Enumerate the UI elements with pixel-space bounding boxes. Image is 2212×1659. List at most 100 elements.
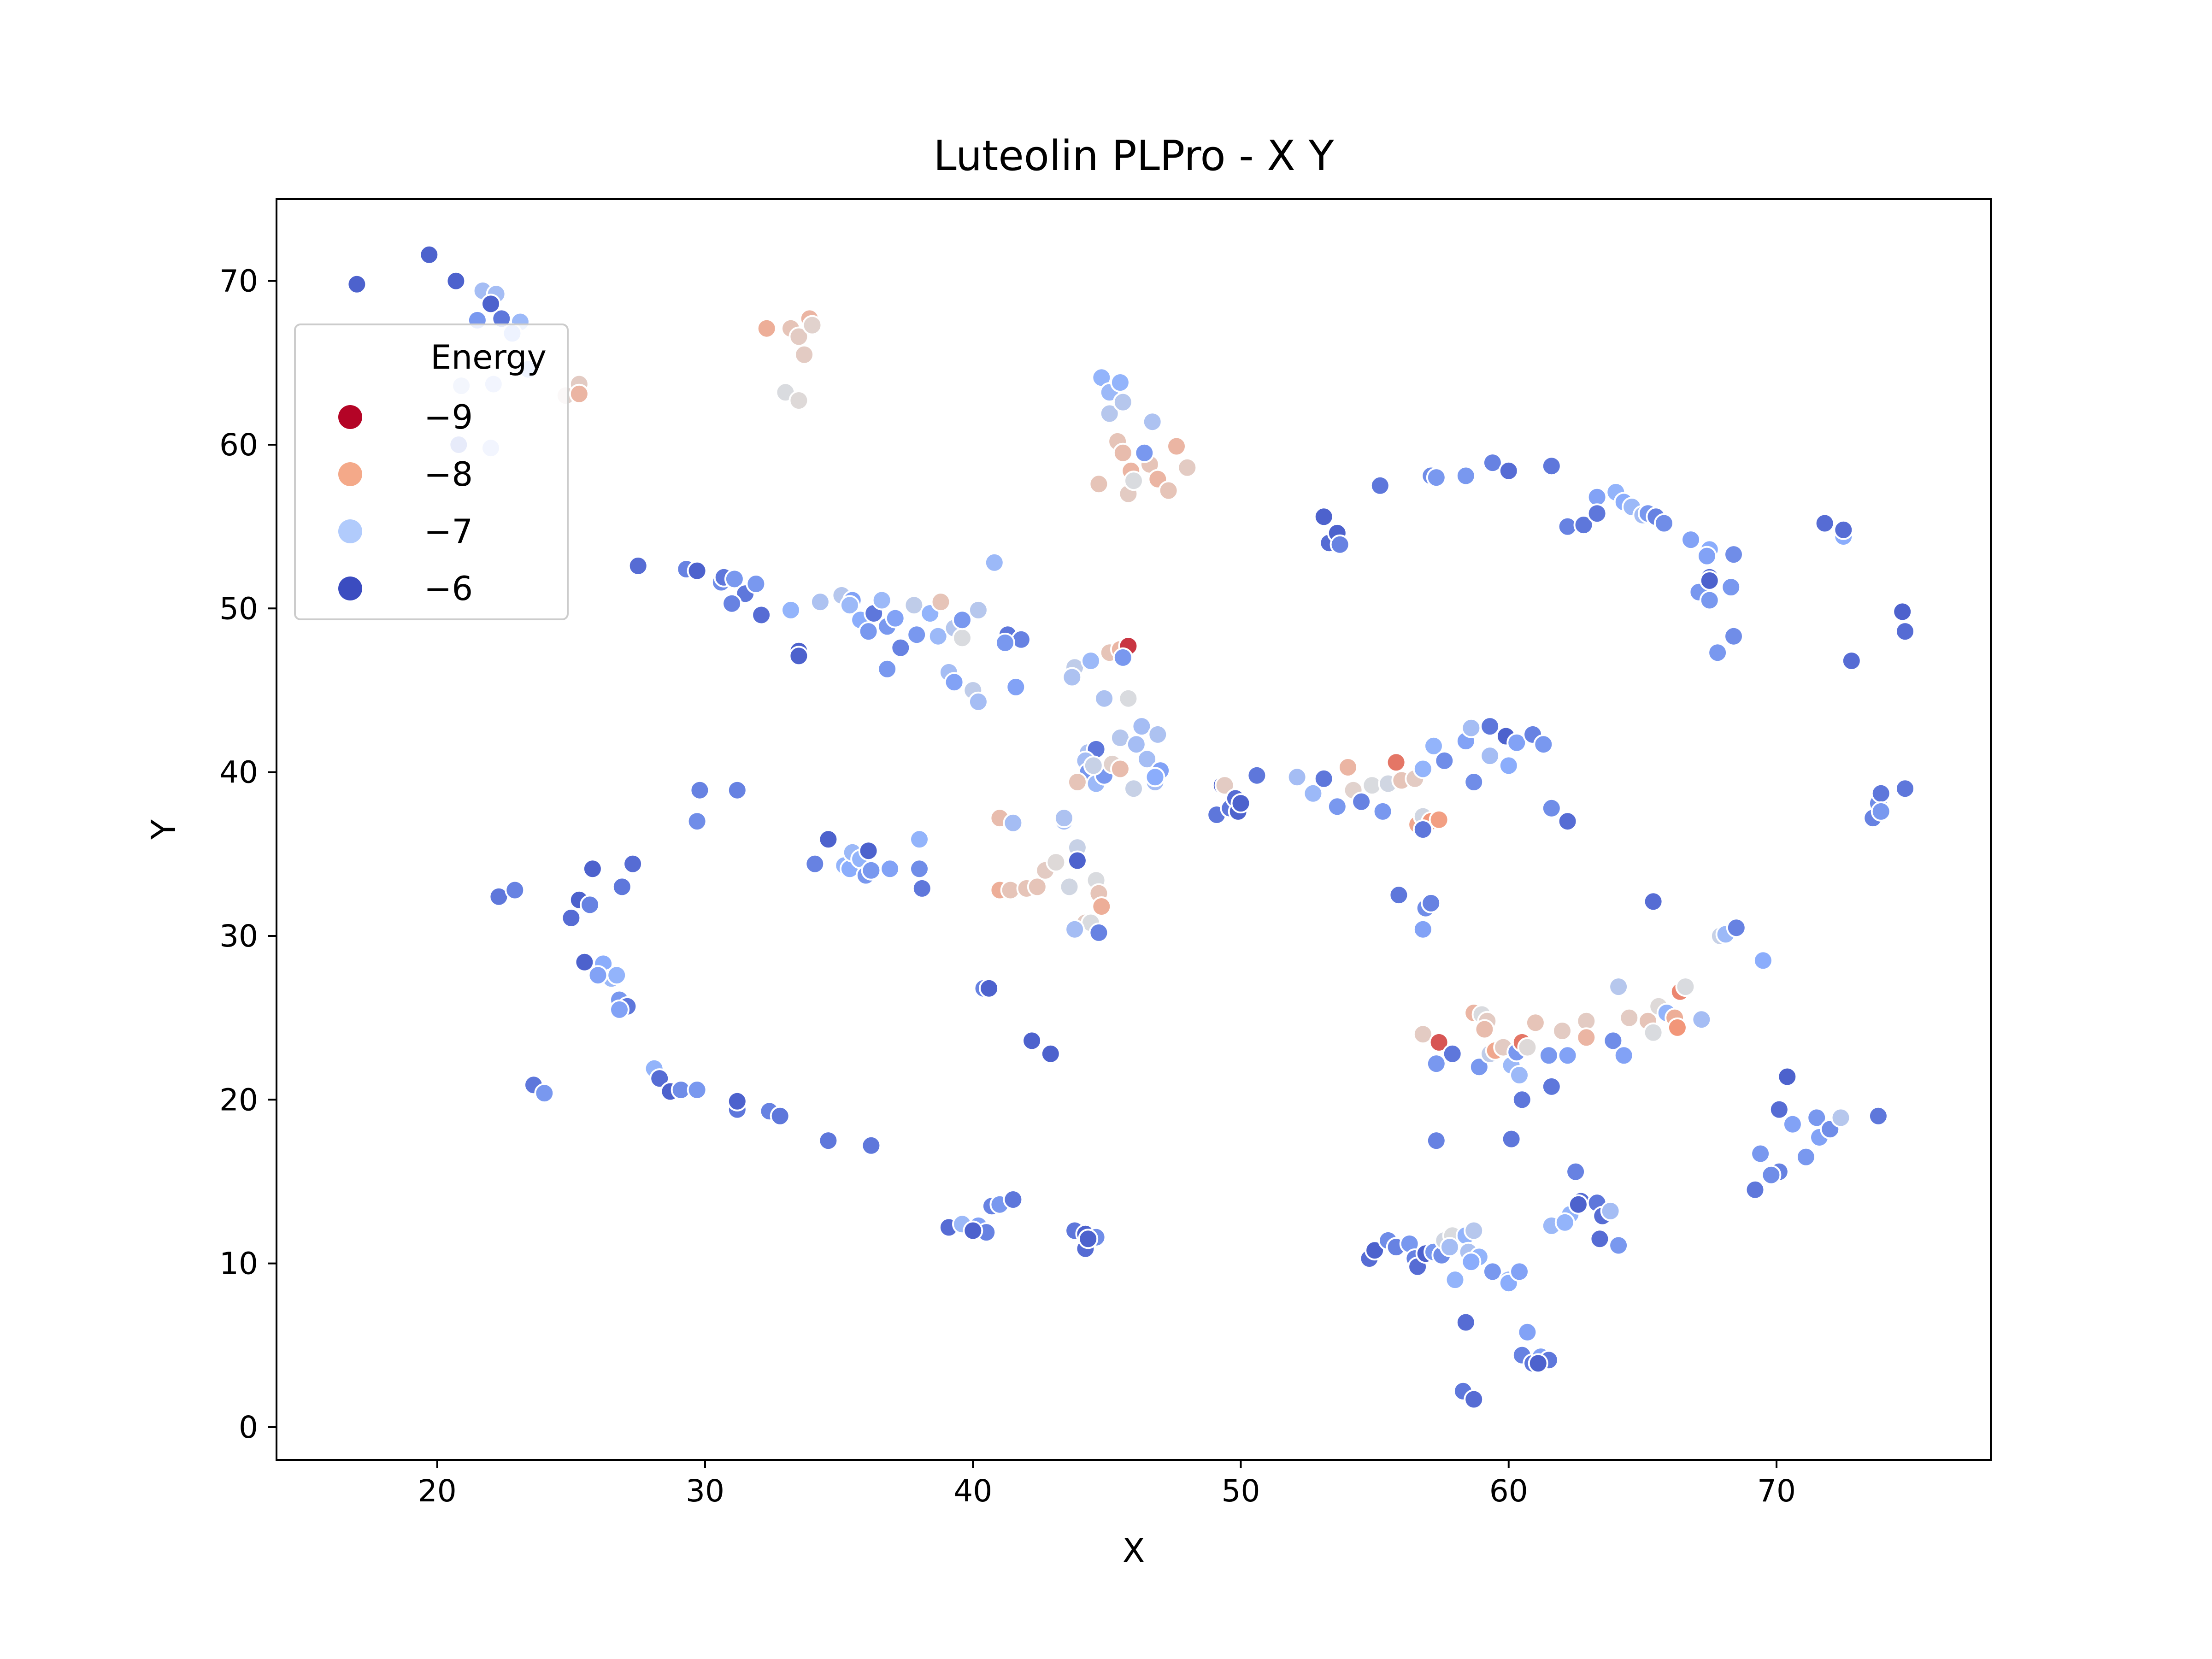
y-tick-label: 10 bbox=[219, 1246, 258, 1282]
data-point bbox=[1081, 651, 1101, 671]
data-point bbox=[1619, 1007, 1640, 1028]
data-point bbox=[1421, 893, 1441, 913]
data-point bbox=[781, 600, 801, 620]
legend: Energy −9 −8 −7 −6 bbox=[294, 324, 569, 620]
data-point bbox=[1480, 716, 1500, 737]
data-point bbox=[1517, 1322, 1538, 1342]
data-point bbox=[1429, 1032, 1449, 1053]
data-point bbox=[1461, 1252, 1482, 1272]
data-point bbox=[1110, 372, 1130, 393]
data-point bbox=[984, 552, 1005, 573]
x-tick-label: 60 bbox=[1489, 1473, 1528, 1509]
data-point bbox=[588, 965, 608, 986]
data-point bbox=[1538, 1045, 1559, 1066]
legend-label: −6 bbox=[424, 569, 473, 608]
data-point bbox=[909, 859, 930, 879]
legend-entries: −9 −8 −7 −6 bbox=[338, 398, 473, 608]
data-point bbox=[885, 608, 906, 629]
data-point bbox=[1608, 977, 1629, 997]
data-point bbox=[1895, 778, 1915, 799]
data-point bbox=[1512, 1089, 1532, 1110]
data-point bbox=[788, 390, 809, 411]
data-point bbox=[1461, 718, 1482, 738]
plot-frame bbox=[276, 198, 1992, 1461]
data-point bbox=[756, 318, 777, 339]
data-point bbox=[906, 624, 927, 645]
data-point bbox=[419, 244, 440, 265]
data-point bbox=[623, 853, 643, 874]
data-point bbox=[1681, 529, 1701, 550]
data-point bbox=[1806, 1107, 1827, 1128]
data-point bbox=[347, 274, 367, 294]
data-point bbox=[1871, 801, 1891, 822]
data-point bbox=[909, 829, 930, 850]
data-point bbox=[1426, 1130, 1447, 1151]
data-point bbox=[1003, 1189, 1024, 1210]
data-point bbox=[1541, 798, 1562, 818]
data-point bbox=[561, 907, 582, 928]
data-point bbox=[928, 626, 948, 647]
data-point bbox=[580, 894, 600, 915]
data-point bbox=[770, 1106, 790, 1126]
data-point bbox=[1445, 1270, 1465, 1290]
data-point bbox=[1124, 471, 1144, 491]
data-point bbox=[858, 841, 879, 861]
data-point bbox=[794, 344, 815, 365]
data-point bbox=[1892, 601, 1913, 622]
data-point bbox=[505, 880, 525, 900]
data-point bbox=[727, 1091, 747, 1112]
data-point bbox=[1750, 1143, 1771, 1164]
data-point bbox=[1065, 919, 1085, 940]
data-point bbox=[1724, 626, 1744, 647]
data-point bbox=[930, 592, 951, 612]
data-point bbox=[1498, 460, 1519, 481]
data-point bbox=[1137, 749, 1158, 770]
x-tick-label: 20 bbox=[418, 1473, 457, 1509]
data-point bbox=[1022, 1030, 1042, 1051]
data-point bbox=[1046, 852, 1066, 873]
data-point bbox=[1587, 503, 1607, 524]
data-point bbox=[1474, 1019, 1495, 1040]
data-point bbox=[858, 621, 879, 642]
data-point bbox=[1412, 759, 1433, 779]
legend-label: −9 bbox=[424, 398, 473, 436]
data-point bbox=[1525, 1012, 1546, 1033]
data-point bbox=[1388, 885, 1409, 906]
data-point bbox=[1412, 919, 1433, 940]
data-point bbox=[1724, 544, 1744, 565]
data-point bbox=[1830, 1107, 1851, 1128]
data-point bbox=[1351, 791, 1372, 812]
data-point bbox=[995, 632, 1015, 653]
data-point bbox=[1142, 412, 1163, 432]
data-point bbox=[1464, 1220, 1484, 1241]
data-point bbox=[1313, 506, 1334, 527]
data-point bbox=[1469, 1057, 1489, 1077]
data-point bbox=[1040, 1043, 1061, 1064]
y-tick-label: 60 bbox=[219, 427, 258, 463]
data-point bbox=[1083, 755, 1104, 776]
data-point bbox=[880, 859, 900, 879]
data-point bbox=[1871, 783, 1891, 804]
data-point bbox=[1600, 1200, 1621, 1221]
chart-title: Luteolin PLPro - X Y bbox=[933, 132, 1334, 180]
data-point bbox=[1338, 757, 1358, 777]
data-point bbox=[1131, 716, 1152, 737]
data-point bbox=[1158, 480, 1179, 501]
data-point bbox=[968, 600, 988, 620]
data-point bbox=[687, 1080, 707, 1100]
data-point bbox=[1134, 442, 1155, 463]
data-point bbox=[569, 383, 589, 404]
data-point bbox=[628, 555, 648, 576]
data-point bbox=[606, 965, 627, 986]
x-tick-label: 70 bbox=[1757, 1473, 1796, 1509]
data-point bbox=[1498, 755, 1519, 776]
data-point bbox=[1541, 456, 1562, 477]
data-point bbox=[904, 595, 924, 616]
x-tick-label: 50 bbox=[1222, 1473, 1260, 1509]
data-point bbox=[1501, 1129, 1522, 1149]
data-point bbox=[1568, 1194, 1588, 1215]
data-point bbox=[1777, 1066, 1798, 1087]
data-point bbox=[1412, 1024, 1433, 1045]
data-point bbox=[1027, 877, 1047, 897]
data-point bbox=[1053, 808, 1074, 829]
